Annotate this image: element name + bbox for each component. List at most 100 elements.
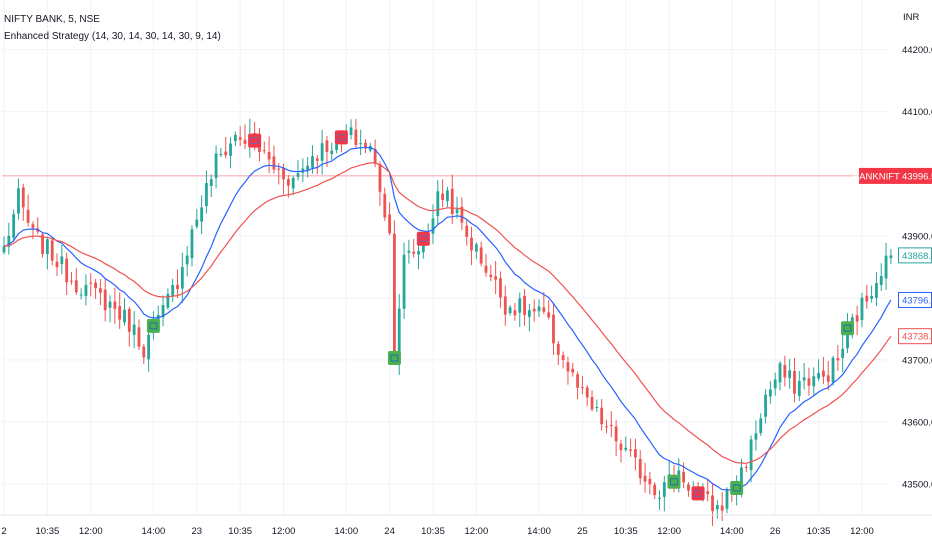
candle-body	[123, 309, 126, 323]
candle-body	[388, 214, 391, 234]
candle-body	[383, 193, 387, 218]
candle-body	[185, 255, 189, 265]
signal-glyph	[337, 134, 346, 141]
candle-body	[465, 225, 469, 237]
symbol-legend[interactable]: NIFTY BANK, 5, NSE	[4, 14, 100, 25]
candle-body	[749, 439, 753, 471]
candle-body	[720, 505, 724, 511]
candle-body	[41, 234, 44, 255]
series-price-tag: 43738.20	[898, 328, 932, 345]
candle-body	[725, 489, 729, 509]
price-axis-label: 43600.00	[902, 417, 932, 428]
candle-body	[84, 284, 88, 296]
candle-body	[70, 280, 73, 282]
signal-glyph	[250, 137, 259, 144]
indicator-legend[interactable]: Enhanced Strategy (14, 30, 14, 30, 14, 3…	[4, 31, 221, 42]
candle-body	[523, 295, 526, 315]
candle-body	[648, 478, 652, 485]
candle-body	[662, 482, 666, 497]
candle-body	[50, 240, 54, 261]
signal-glyph	[670, 478, 678, 486]
candle-body	[788, 370, 792, 379]
candle-body	[89, 282, 93, 284]
candle-body	[166, 293, 170, 308]
signal-glyph	[149, 322, 158, 330]
time-axis-label: 14:00	[334, 526, 358, 537]
time-axis-label: 26	[770, 526, 781, 537]
candle-body	[682, 471, 686, 483]
candle-body	[359, 143, 363, 145]
candle-body	[571, 368, 575, 373]
candle-body	[537, 306, 541, 312]
candle-body	[286, 179, 290, 186]
candle-body	[142, 346, 146, 358]
time-axis-label: 10:35	[35, 526, 59, 537]
price-axis[interactable]: 44200.0044100.0043900.0043800.0043700.00…	[902, 45, 932, 490]
candle-body	[740, 467, 743, 489]
candle-body	[397, 308, 401, 360]
candle-body	[330, 150, 334, 155]
signal-glyph	[694, 489, 702, 497]
candle-body	[590, 397, 594, 410]
candle-body	[846, 328, 849, 349]
currency-label: INR	[903, 12, 920, 23]
candle-body	[860, 297, 864, 321]
candle-body	[267, 151, 271, 160]
candle-body	[12, 214, 16, 238]
candle-body	[147, 334, 150, 360]
candle-body	[629, 449, 632, 451]
candle-body	[209, 179, 213, 186]
candle-body	[282, 168, 285, 180]
time-axis-label: 12:00	[657, 526, 681, 537]
candle-body	[773, 379, 777, 389]
candle-body	[224, 151, 228, 156]
candle-body	[296, 173, 300, 177]
signal-box	[416, 231, 430, 246]
time-axis[interactable]: 2 10:35 12:00 14:00 23 10:35 12:00 14:00 24 10:35…	[0, 514, 932, 537]
candle-body	[527, 310, 531, 317]
candle-body	[200, 207, 204, 222]
signal-box	[730, 480, 744, 495]
time-axis-label: 10:35	[421, 526, 445, 537]
candle-body	[446, 190, 449, 202]
candle-body	[190, 229, 194, 259]
signal-glyph	[419, 235, 428, 243]
candle-body	[605, 426, 608, 428]
signal-box	[691, 486, 705, 501]
signal-glyph	[732, 484, 741, 492]
candle-body	[393, 233, 396, 359]
candle-body	[638, 459, 642, 479]
slow-ma-line	[3, 162, 892, 464]
candle-body	[214, 153, 218, 179]
candle-body	[841, 348, 845, 358]
candle-body	[831, 357, 835, 383]
candle-body	[354, 129, 358, 145]
candle-body	[60, 256, 64, 265]
signal-box	[387, 351, 401, 366]
price-axis-label: 44200.00	[902, 45, 932, 56]
candle-body	[566, 362, 570, 372]
candle-body	[378, 164, 382, 192]
candle-body	[272, 156, 276, 170]
time-axis-label: 10:35	[228, 526, 252, 537]
candle-body	[744, 466, 748, 468]
candle-body	[55, 261, 59, 268]
candle-body	[865, 295, 869, 302]
signal-box	[146, 318, 160, 333]
candle-body	[103, 289, 107, 311]
candle-body	[889, 255, 893, 259]
candle-body	[836, 358, 840, 361]
candle-body	[822, 370, 825, 377]
price-tag-value: 43868.40	[902, 251, 932, 262]
candle-body	[2, 246, 6, 253]
series-price-tag: 43796.55	[898, 291, 932, 308]
candle-body	[176, 284, 179, 290]
candle-body	[364, 142, 367, 149]
candle-body	[802, 377, 806, 381]
candle-body	[195, 219, 199, 227]
signal-box	[248, 133, 262, 148]
candle-body	[643, 475, 647, 482]
candle-body	[499, 278, 502, 298]
